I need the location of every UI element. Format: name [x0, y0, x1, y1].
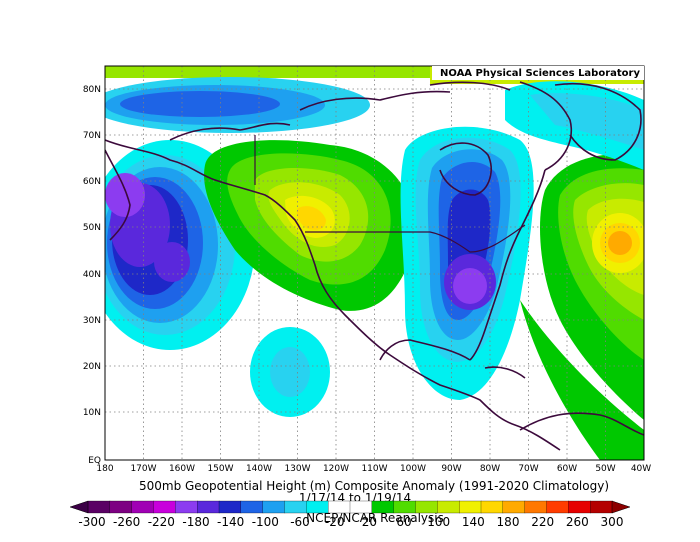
western-ridge — [204, 140, 416, 311]
greenland-trough — [505, 81, 644, 170]
lon-tick-labels: 180 170W 160W 150W 140W 130W 120W 110W 1… — [96, 464, 651, 474]
colorbar-under-arrow — [69, 500, 89, 514]
lat-tick-label: 30N — [83, 316, 101, 326]
colorbar-swatch — [393, 500, 417, 514]
colorbar-labels: -300 -260 -220 -180 -140 -100 -60 -20 20 60 100 140… — [78, 515, 623, 529]
colorbar-tick-label: 300 — [601, 515, 624, 529]
lon-tick-label: 160W — [169, 464, 195, 474]
lat-tick-label: 40N — [83, 270, 101, 280]
colorbar-swatch — [459, 500, 482, 514]
colorbar-tick-label: 100 — [427, 515, 450, 529]
colorbar: -300 -260 -220 -180 -140 -100 -60 -20 20 60 100 140… — [69, 500, 631, 529]
colorbar-swatch — [175, 500, 198, 514]
colorbar-swatch — [87, 500, 111, 514]
colorbar-swatch — [546, 500, 569, 514]
lon-tick-label: 70W — [518, 464, 538, 474]
colorbar-swatch — [197, 500, 220, 514]
bering-low — [105, 140, 255, 350]
lon-tick-label: 120W — [323, 464, 349, 474]
lat-tick-label: 80N — [83, 85, 101, 95]
colorbar-swatch — [328, 500, 351, 514]
colorbar-swatch — [415, 500, 438, 514]
subtropical-low — [250, 327, 330, 417]
lon-tick-label: 90W — [441, 464, 461, 474]
lon-tick-label: 110W — [361, 464, 387, 474]
colorbar-tick-label: 180 — [497, 515, 520, 529]
colorbar-swatches — [87, 500, 613, 514]
colorbar-tick-label: 140 — [462, 515, 485, 529]
lat-tick-label: 60N — [83, 177, 101, 187]
lat-tick-label: 20N — [83, 362, 101, 372]
coastlines — [105, 81, 644, 451]
colorbar-swatch — [371, 500, 395, 514]
lon-tick-label: 40W — [631, 464, 651, 474]
lat-tick-label: 50N — [83, 223, 101, 233]
lat-tick-label: 10N — [83, 408, 101, 418]
lon-tick-label: 100W — [400, 464, 426, 474]
colorbar-swatch — [240, 500, 264, 514]
colorbar-tick-label: -60 — [290, 515, 310, 529]
colorbar-tick-label: 260 — [566, 515, 589, 529]
colorbar-swatch — [153, 500, 176, 514]
atlantic-high — [540, 153, 644, 421]
colorbar-tick-label: -100 — [252, 515, 279, 529]
colorbar-swatch — [590, 500, 613, 514]
lon-tick-label: 130W — [284, 464, 310, 474]
colorbar-swatch — [284, 500, 307, 514]
colorbar-swatch — [524, 500, 548, 514]
colorbar-swatch — [131, 500, 155, 514]
colorbar-swatch — [262, 500, 286, 514]
lat-tick-label: 70N — [83, 131, 101, 141]
colorbar-swatch — [109, 500, 133, 514]
lon-tick-label: 80W — [480, 464, 500, 474]
colorbar-tick-label: -300 — [78, 515, 105, 529]
colorbar-over-arrow — [611, 500, 631, 514]
borders — [254, 135, 526, 253]
colorbar-swatch — [480, 500, 504, 514]
colorbar-swatch — [502, 500, 526, 514]
caption-source: NCEP/NCAR Reanalysis — [306, 511, 444, 525]
colorbar-tick-label: -180 — [182, 515, 209, 529]
lon-tick-label: 180 — [96, 464, 113, 474]
colorbar-swatch — [218, 500, 242, 514]
colorbar-tick-label: -260 — [113, 515, 140, 529]
colorbar-tick-label: -20 — [325, 515, 345, 529]
colorbar-tick-label: -140 — [217, 515, 244, 529]
lon-tick-label: 50W — [595, 464, 615, 474]
caption-title: 500mb Geopotential Height (m) Composite … — [139, 479, 609, 493]
north-pacific-trough — [105, 77, 370, 133]
lat-tick-labels: 80N 70N 60N 50N 40N 30N 20N 10N EQ — [83, 85, 101, 466]
colorbar-swatch — [306, 500, 329, 514]
colorbar-tick-label: 220 — [531, 515, 554, 529]
colorbar-tick-label: 20 — [362, 515, 377, 529]
credit-label: NOAA Physical Sciences Laboratory — [440, 68, 641, 79]
credit-box: NOAA Physical Sciences Laboratory — [432, 66, 644, 80]
colorbar-swatch — [349, 500, 373, 514]
colorbar-swatch — [437, 500, 460, 514]
map-plot-area — [104, 65, 645, 461]
lon-tick-label: 60W — [557, 464, 577, 474]
lon-tick-label: 150W — [207, 464, 233, 474]
colorbar-tick-label: -220 — [148, 515, 175, 529]
colorbar-tick-label: 60 — [396, 515, 411, 529]
colorbar-swatch — [568, 500, 591, 514]
anomaly-contours — [105, 66, 644, 460]
lon-tick-label: 140W — [246, 464, 272, 474]
lon-tick-label: 170W — [130, 464, 156, 474]
lat-tick-label: EQ — [88, 456, 101, 466]
